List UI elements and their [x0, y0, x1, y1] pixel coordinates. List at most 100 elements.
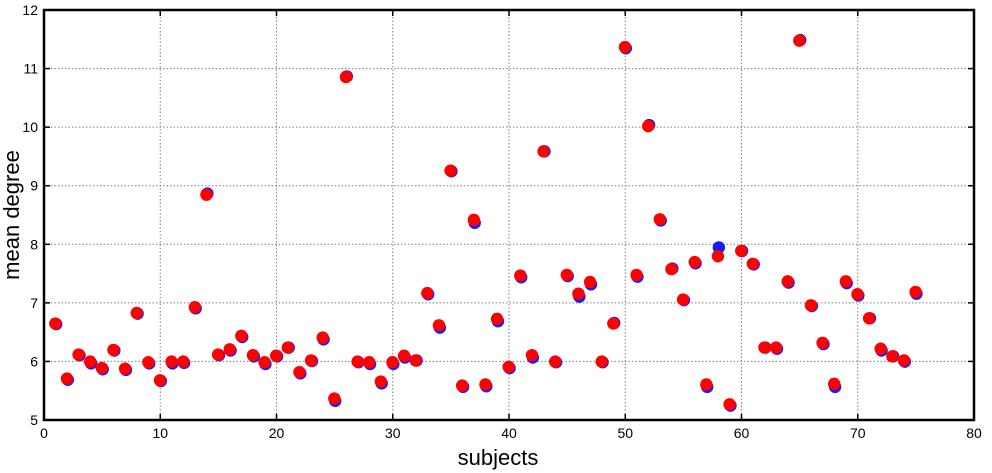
data-point	[595, 355, 608, 368]
data-point	[258, 356, 271, 369]
data-point	[456, 379, 469, 392]
series-2	[49, 34, 922, 411]
data-point	[339, 70, 353, 84]
data-point	[130, 306, 143, 320]
data-point	[816, 336, 829, 350]
data-point	[804, 299, 818, 312]
data-point	[874, 342, 887, 355]
plot-background	[44, 10, 974, 420]
data-point	[107, 343, 120, 357]
data-point	[746, 257, 760, 270]
data-point	[304, 354, 318, 367]
data-point	[316, 331, 329, 344]
x-tick-label: 70	[850, 425, 866, 441]
data-point	[246, 348, 260, 362]
data-point	[676, 293, 690, 306]
data-point	[537, 145, 550, 158]
data-point	[432, 319, 446, 332]
data-point	[630, 268, 643, 282]
x-axis-ticks: 0 10 20 30 40 50 60 70 80	[40, 10, 982, 441]
data-point	[270, 349, 283, 362]
data-point	[328, 392, 341, 405]
y-tick-label: 8	[30, 236, 38, 252]
data-point	[758, 341, 771, 354]
data-point	[467, 213, 481, 227]
y-tick-label: 7	[30, 295, 38, 311]
x-tick-label: 0	[40, 425, 48, 441]
data-point	[363, 356, 376, 369]
x-axis-label: subjects	[458, 445, 539, 470]
data-point	[769, 341, 783, 354]
data-points	[49, 33, 923, 412]
data-point	[851, 288, 864, 301]
data-point	[653, 213, 667, 226]
data-point	[84, 355, 97, 368]
data-point	[235, 329, 248, 343]
data-point	[828, 377, 841, 391]
data-point	[211, 348, 225, 361]
data-point	[549, 355, 562, 368]
data-point	[409, 354, 422, 367]
x-tick-label: 30	[385, 425, 401, 441]
data-point	[397, 349, 411, 362]
data-point	[444, 164, 457, 177]
data-point	[583, 275, 597, 289]
y-tick-label: 9	[30, 178, 38, 194]
data-point	[200, 188, 213, 201]
data-point	[421, 286, 434, 300]
data-point	[95, 361, 109, 375]
data-point	[165, 355, 178, 368]
data-point	[118, 362, 132, 375]
data-point	[723, 398, 736, 411]
data-point	[711, 249, 725, 263]
data-point	[351, 355, 364, 368]
data-point	[665, 262, 678, 276]
data-point	[897, 354, 911, 367]
data-point	[781, 275, 794, 288]
data-point	[514, 269, 527, 282]
data-point	[560, 268, 574, 282]
data-point	[793, 34, 806, 47]
data-point	[490, 312, 504, 326]
x-tick-label: 40	[501, 425, 517, 441]
data-point	[642, 119, 655, 133]
y-tick-label: 6	[30, 353, 38, 369]
data-point	[293, 365, 306, 379]
x-tick-label: 10	[152, 425, 168, 441]
data-point	[72, 348, 85, 361]
data-point	[142, 356, 155, 369]
x-tick-label: 50	[617, 425, 633, 441]
data-point	[502, 360, 515, 374]
data-point	[188, 300, 202, 314]
data-point	[281, 341, 295, 354]
data-point	[479, 378, 492, 391]
y-tick-label: 5	[30, 412, 38, 428]
y-axis-ticks: 5 6 7 8 9 10 11 12	[22, 2, 974, 428]
data-point	[688, 255, 701, 269]
x-tick-label: 80	[966, 425, 982, 441]
data-point	[60, 372, 74, 385]
data-point	[886, 350, 899, 363]
data-point	[177, 355, 190, 368]
data-point	[909, 285, 922, 299]
data-point	[839, 275, 853, 288]
data-point	[223, 343, 236, 356]
x-tick-label: 60	[734, 425, 750, 441]
data-point	[618, 40, 632, 54]
y-axis-label: mean degree	[0, 150, 24, 280]
data-point	[735, 244, 748, 258]
data-point	[49, 317, 62, 330]
x-tick-label: 20	[269, 425, 285, 441]
data-point	[862, 312, 876, 325]
data-point	[700, 378, 713, 391]
y-tick-label: 10	[22, 119, 38, 135]
data-point	[374, 375, 388, 388]
data-point	[525, 348, 539, 362]
data-point	[386, 356, 399, 369]
data-point	[572, 287, 585, 300]
y-tick-label: 12	[22, 2, 38, 18]
y-tick-label: 11	[23, 61, 38, 77]
data-point	[153, 374, 167, 387]
data-point	[607, 317, 620, 330]
